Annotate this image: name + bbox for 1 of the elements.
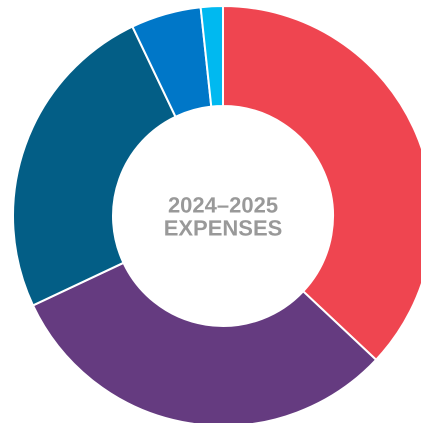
text: 2024–2025 EXPENSES <box>164 192 282 240</box>
